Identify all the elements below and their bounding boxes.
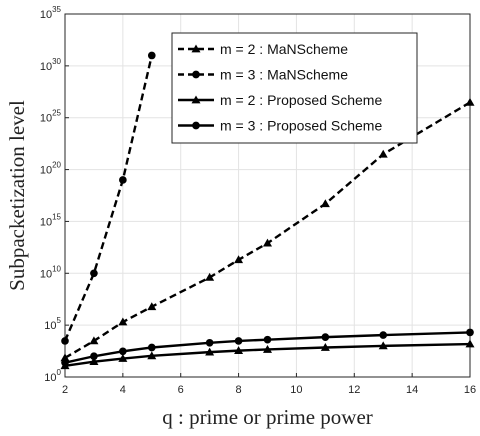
data-point-circle (119, 347, 127, 356)
y-tick-label: 1020 (40, 161, 62, 177)
data-point-triangle (378, 149, 388, 158)
data-point-triangle (191, 44, 201, 53)
data-point-circle (192, 70, 200, 79)
x-tick-label: 14 (406, 384, 418, 396)
data-point-triangle (263, 238, 272, 247)
y-tick-label: 1035 (40, 5, 62, 21)
data-point-circle (234, 337, 243, 345)
x-tick-label: 2 (62, 384, 68, 396)
data-point-circle (263, 335, 272, 344)
x-tick-label: 12 (348, 384, 360, 396)
legend-label: m = 3 : MaNScheme (220, 67, 348, 83)
data-point-triangle (89, 336, 99, 345)
y-tick-label: 1025 (40, 109, 62, 125)
x-axis-label: q : prime or prime power (162, 405, 373, 429)
y-tick-label: 1015 (40, 212, 62, 228)
x-tick-label: 10 (290, 384, 302, 396)
x-tick-label: 16 (464, 384, 476, 396)
data-point-triangle (147, 302, 157, 311)
data-point-circle (61, 337, 69, 345)
data-point-triangle (465, 97, 475, 106)
legend: m = 2 : MaNScheme m = 3 : MaNScheme m = 2 … (171, 32, 418, 144)
legend-item: m = 2 : MaNScheme (178, 41, 348, 57)
data-point-circle (379, 331, 388, 339)
data-point-triangle (465, 339, 475, 348)
data-point-circle (466, 328, 474, 337)
series-line (64, 331, 471, 364)
y-tick-label: 105 (44, 316, 61, 332)
legend-label: m = 2 : Proposed Scheme (220, 92, 382, 108)
data-point-triangle (234, 255, 244, 264)
data-point-triangle (205, 272, 215, 281)
data-point-circle (192, 121, 200, 130)
data-point-circle (321, 333, 330, 341)
legend-label: m = 3 : Proposed Scheme (220, 118, 382, 134)
data-point-circle (119, 176, 127, 184)
x-tick-label: 6 (178, 384, 184, 396)
legend-item: m = 3 : MaNScheme (178, 67, 348, 83)
data-point-triangle (263, 344, 272, 353)
series-1 (60, 97, 475, 362)
y-tick-label: 1030 (40, 57, 62, 73)
data-point-triangle (147, 351, 157, 360)
y-tick-label: 1010 (40, 264, 62, 280)
data-point-triangle (234, 346, 244, 354)
data-point-triangle (118, 354, 128, 362)
data-point-triangle (320, 199, 330, 208)
series-2 (61, 51, 156, 345)
y-tick-label: 100 (44, 368, 61, 384)
data-point-circle (205, 338, 214, 347)
series-line (64, 342, 471, 367)
x-tick-label: 8 (236, 384, 242, 396)
data-point-triangle (320, 342, 330, 351)
data-point-circle (90, 352, 98, 361)
legend-label: m = 2 : MaNScheme (220, 41, 348, 57)
data-point-triangle (191, 95, 201, 104)
series-line (63, 55, 153, 342)
data-point-circle (147, 343, 156, 352)
data-point-triangle (89, 357, 99, 366)
plot-frame (64, 13, 471, 378)
axis-ticks: 2 4 6 8 10 12 14 16 100 105 1010 1015 1020 1025 1030 10… (40, 5, 476, 396)
data-point-circle (61, 358, 69, 367)
data-point-triangle (118, 317, 128, 326)
series-line (64, 101, 471, 359)
y-axis-label: Subpacketization level (5, 100, 29, 291)
legend-item: m = 3 : Proposed Scheme (178, 118, 382, 134)
x-tick-label: 4 (120, 384, 126, 396)
data-point-circle (147, 51, 156, 60)
data-point-triangle (205, 347, 215, 356)
data-point-triangle (60, 353, 70, 362)
series (60, 51, 475, 370)
data-point-circle (90, 269, 98, 278)
data-point-triangle (378, 341, 388, 350)
legend-item: m = 2 : Proposed Scheme (178, 92, 382, 108)
series-4 (61, 328, 474, 367)
